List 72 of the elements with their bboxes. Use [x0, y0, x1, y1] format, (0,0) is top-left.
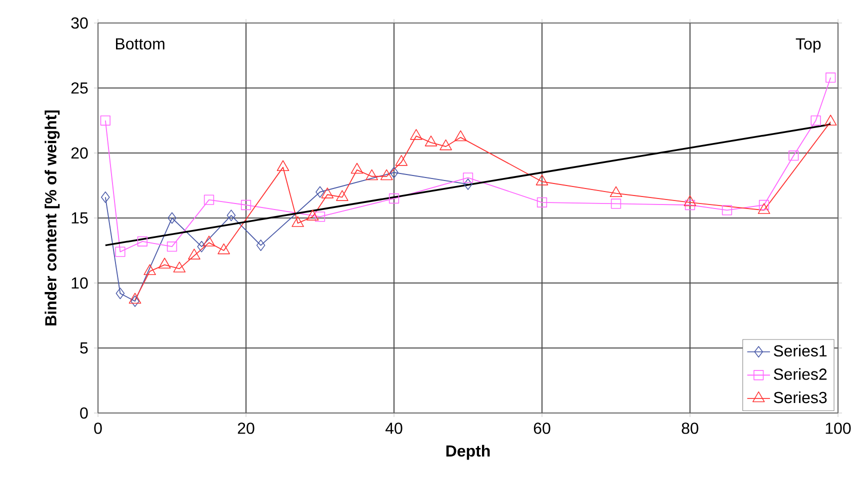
- y-tick-label: 10: [72, 277, 88, 289]
- point: [536, 197, 548, 208]
- annotation: Bottom: [116, 38, 164, 50]
- point: [137, 236, 148, 246]
- point: [684, 200, 696, 210]
- point: [826, 72, 836, 83]
- point: [824, 114, 837, 126]
- point: [610, 198, 622, 209]
- point: [454, 130, 467, 142]
- point: [390, 166, 398, 178]
- point: [256, 240, 266, 252]
- point: [188, 248, 200, 260]
- point: [314, 212, 326, 222]
- point: [758, 203, 770, 214]
- point: [722, 205, 732, 216]
- point: [610, 186, 622, 198]
- point: [130, 295, 140, 307]
- y-tick-label: 0: [80, 407, 88, 419]
- point: [218, 243, 230, 254]
- point: [116, 288, 125, 300]
- point: [350, 162, 364, 174]
- x-tick-label: 80: [682, 422, 698, 434]
- point: [101, 191, 110, 203]
- point: [388, 193, 400, 204]
- x-tick-label: 40: [385, 422, 402, 434]
- point: [168, 212, 176, 224]
- point: [240, 200, 252, 210]
- x-axis-title: Depth: [446, 444, 490, 460]
- point: [336, 190, 348, 201]
- point: [197, 240, 206, 252]
- legend-label: Series2: [774, 368, 827, 380]
- y-tick-label: 20: [71, 147, 88, 159]
- point: [115, 246, 126, 257]
- y-tick-label: 15: [72, 212, 88, 224]
- y-tick-label: 25: [71, 82, 88, 94]
- point: [462, 172, 474, 183]
- point: [158, 258, 171, 269]
- point: [306, 210, 319, 220]
- point: [536, 174, 548, 186]
- point: [684, 195, 696, 206]
- x-tick-label: 0: [94, 422, 102, 434]
- point: [758, 200, 770, 210]
- point: [366, 169, 378, 180]
- point: [788, 150, 799, 161]
- point: [292, 216, 304, 227]
- point: [440, 139, 452, 150]
- point: [410, 129, 422, 140]
- y-axis-title: Binder content [% of weight]: [44, 110, 60, 326]
- point: [316, 186, 324, 198]
- x-tick-label: 60: [534, 422, 550, 434]
- point: [380, 169, 393, 180]
- legend-label: Series3: [774, 391, 827, 404]
- point: [173, 262, 186, 272]
- point: [464, 178, 472, 190]
- x-tick-label: 100: [826, 422, 851, 434]
- point: [276, 160, 290, 172]
- point: [166, 242, 178, 252]
- annotation: Top: [796, 38, 821, 53]
- point: [100, 115, 110, 126]
- point: [424, 136, 438, 146]
- y-tick-label: 30: [71, 17, 88, 29]
- point: [202, 236, 216, 246]
- x-tick-label: 20: [238, 422, 254, 434]
- point: [810, 115, 821, 126]
- point: [144, 264, 156, 276]
- point: [204, 194, 214, 205]
- point: [395, 155, 408, 166]
- point: [128, 292, 142, 304]
- legend-label: Series1: [774, 344, 827, 357]
- y-tick-label: 5: [80, 342, 88, 354]
- point: [321, 188, 334, 198]
- point: [226, 210, 236, 222]
